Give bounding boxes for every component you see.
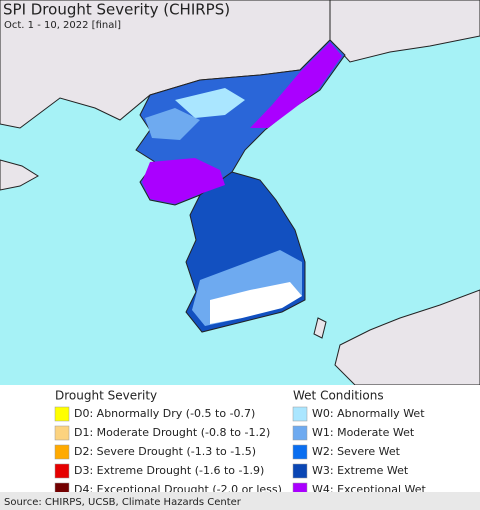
legend-title: Wet Conditions <box>293 389 384 403</box>
tsushima <box>313 317 327 339</box>
normal-area <box>210 282 302 324</box>
w1-area <box>145 108 200 140</box>
source: Source: CHIRPS, UCSB, Climate Hazards Ce… <box>4 497 242 508</box>
legend-label: W2: Severe Wet <box>312 445 401 458</box>
legend-label: W1: Moderate Wet <box>312 426 415 439</box>
legend-label: D0: Abnormally Dry (-0.5 to -0.7) <box>74 407 255 420</box>
legend-label: W0: Abnormally Wet <box>312 407 425 420</box>
legend-swatch <box>54 425 70 441</box>
legend-swatch <box>292 444 308 460</box>
w4-area-ne <box>250 42 342 128</box>
legend-swatch <box>54 406 70 422</box>
legend-label: D1: Moderate Drought (-0.8 to -1.2) <box>74 426 270 439</box>
shandong <box>0 159 39 191</box>
legend-label: D3: Extreme Drought (-1.6 to -1.9) <box>74 464 264 477</box>
legend-label: D2: Severe Drought (-1.3 to -1.5) <box>74 445 256 458</box>
w4-area-w <box>142 158 225 204</box>
title: SPI Drought Severity (CHIRPS) <box>3 1 230 19</box>
legend-panel <box>0 385 480 492</box>
legend-swatch <box>292 463 308 479</box>
legend-title: Drought Severity <box>55 389 157 403</box>
subtitle: Oct. 1 - 10, 2022 [final] <box>4 20 121 31</box>
legend: Drought Severity D0: Abnormally Dry (-0.5… <box>54 389 427 498</box>
w0-area <box>175 88 245 118</box>
legend-label: W3: Extreme Wet <box>312 464 409 477</box>
source-bar <box>0 492 480 510</box>
legend-swatch <box>292 406 308 422</box>
legend-swatch <box>54 444 70 460</box>
legend-swatch <box>292 425 308 441</box>
legend-swatch <box>54 463 70 479</box>
severity-areas <box>142 42 342 326</box>
